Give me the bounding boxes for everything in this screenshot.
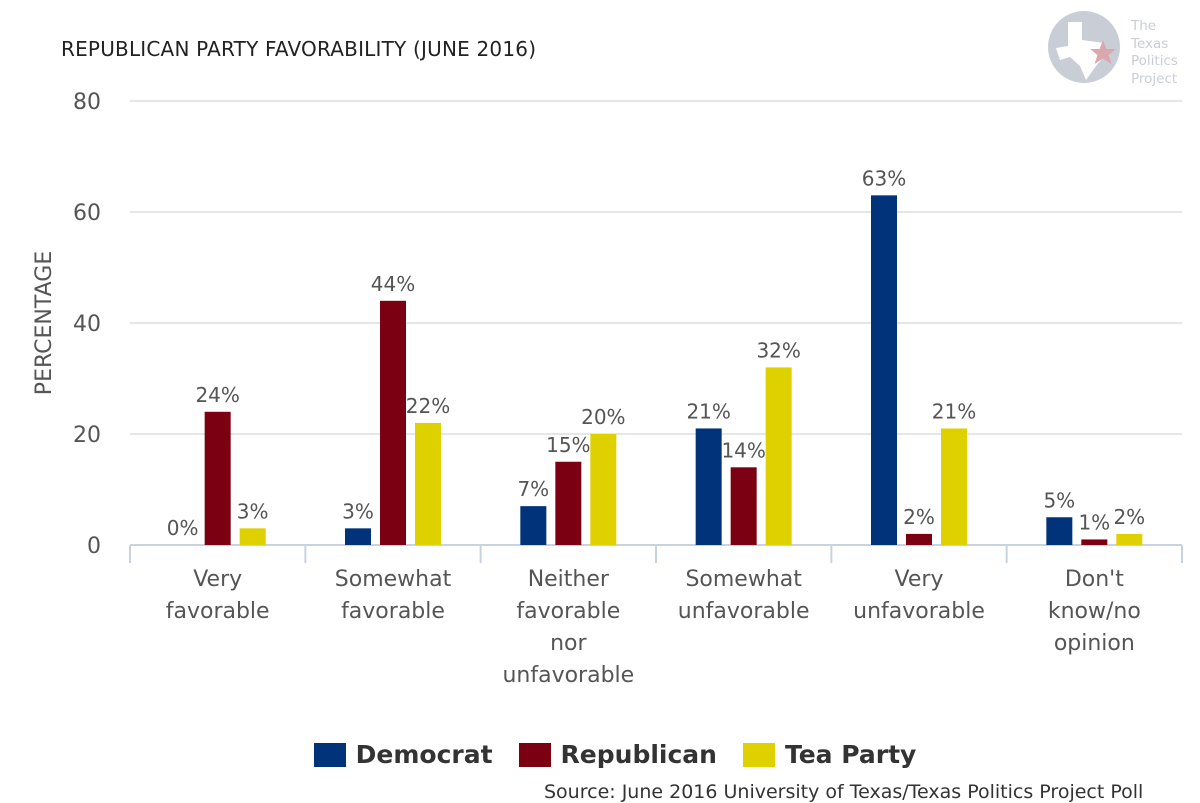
data-label-tea-party: 3%: [237, 499, 269, 523]
data-label-tea-party: 20%: [581, 405, 625, 429]
x-category-label-line: unfavorable: [502, 663, 634, 688]
data-label-republican: 1%: [1078, 510, 1110, 534]
legend-label: Republican: [560, 740, 717, 769]
texas-star-logo-icon: [1048, 11, 1120, 83]
bar-democrat: [345, 528, 371, 545]
data-label-democrat: 63%: [862, 166, 906, 190]
bar-republican: [730, 467, 757, 545]
x-category-label-line: Very: [895, 567, 944, 592]
bar-republican: [555, 461, 582, 545]
x-category-label: Somewhat unfavorable: [678, 567, 810, 624]
y-tick-label: 60: [73, 201, 101, 226]
legend-swatch-republican: [518, 742, 551, 767]
bar-tea-party: [765, 367, 792, 545]
legend-swatch-democrat: [313, 742, 346, 767]
x-category-label-line: favorable: [516, 599, 620, 624]
bar-tea-party: [941, 428, 967, 545]
logo-line: Texas: [1131, 35, 1169, 52]
data-label-republican: 24%: [195, 383, 239, 407]
legend-swatch-tea-party: [742, 742, 775, 767]
texas-politics-project-logo: The Texas Politics Project: [1046, 10, 1196, 90]
x-category-label-line: nor: [550, 631, 587, 656]
x-category-label-line: Neither: [528, 567, 610, 592]
bar-republican: [1081, 539, 1108, 545]
bar-republican: [204, 411, 231, 545]
data-label-tea-party: 21%: [932, 399, 976, 423]
x-category-label-line: unfavorable: [853, 599, 985, 624]
x-category-label: Very unfavorable: [853, 567, 985, 624]
x-category-label: Very favorable: [166, 567, 270, 624]
legend-item-democrat: Democrat: [313, 740, 493, 769]
bar-democrat: [520, 506, 547, 545]
bar-democrat: [871, 195, 897, 545]
data-label-republican: 14%: [721, 438, 765, 462]
x-category-label: Neither favorable nor unfavorable: [502, 567, 634, 688]
bar-democrat: [1046, 517, 1073, 545]
x-category-label-line: favorable: [166, 599, 270, 624]
y-axis-label: PERCENTAGE: [32, 251, 57, 395]
bar-republican: [380, 300, 406, 545]
x-category-label-line: unfavorable: [678, 599, 810, 624]
logo-line: Politics: [1131, 53, 1178, 69]
x-category-label-line: know/no: [1048, 599, 1141, 624]
x-category-label-line: opinion: [1054, 631, 1135, 656]
x-category-label-line: favorable: [341, 599, 445, 624]
bar-tea-party: [590, 434, 617, 545]
x-category-label: Don't know/no opinion: [1048, 567, 1141, 656]
legend-item-republican: Republican: [518, 740, 717, 769]
data-label-democrat: 5%: [1043, 488, 1075, 512]
data-label-democrat: 3%: [342, 499, 374, 523]
data-label-republican: 2%: [903, 505, 935, 529]
data-label-tea-party: 32%: [756, 338, 800, 362]
y-tick-label: 80: [73, 90, 101, 115]
data-label-tea-party: 2%: [1113, 505, 1145, 529]
legend-item-tea-party: Tea Party: [742, 740, 917, 769]
x-category-label-line: Very: [193, 567, 242, 592]
x-category-label: Somewhat favorable: [335, 567, 452, 624]
y-tick-label: 40: [73, 312, 101, 337]
data-label-democrat: 0%: [167, 516, 199, 540]
data-label-tea-party: 22%: [406, 394, 450, 418]
x-category-label-line: Somewhat: [335, 567, 452, 592]
data-label-democrat: 21%: [686, 399, 730, 423]
bar-republican: [906, 533, 932, 545]
legend-label: Democrat: [355, 740, 493, 769]
x-category-label-line: Don't: [1065, 567, 1124, 592]
data-label-republican: 15%: [546, 433, 590, 457]
logo-line: The: [1131, 18, 1157, 34]
y-tick-label: 20: [73, 423, 101, 448]
bar-tea-party: [1116, 533, 1143, 545]
logo-line: Project: [1131, 70, 1178, 87]
bar-democrat: [695, 428, 722, 545]
chart-title: REPUBLICAN PARTY FAVORABILITY (JUNE 2016…: [61, 37, 537, 61]
legend-label: Tea Party: [784, 740, 917, 769]
bar-tea-party: [239, 528, 266, 545]
legend: Democrat Republican Tea Party: [0, 740, 1200, 769]
x-category-label-line: Somewhat: [685, 567, 802, 592]
bar-chart: 0 20 40 60 80 PERCENTAGE 0% 24% 3% 3% 44% 22% 7% 15%…: [32, 90, 1183, 688]
data-label-republican: 44%: [371, 272, 415, 296]
data-label-democrat: 7%: [517, 477, 549, 501]
source-note: Source: June 2016 University of Texas/Te…: [544, 781, 1144, 803]
y-tick-label: 0: [87, 534, 101, 559]
bar-tea-party: [415, 422, 441, 545]
